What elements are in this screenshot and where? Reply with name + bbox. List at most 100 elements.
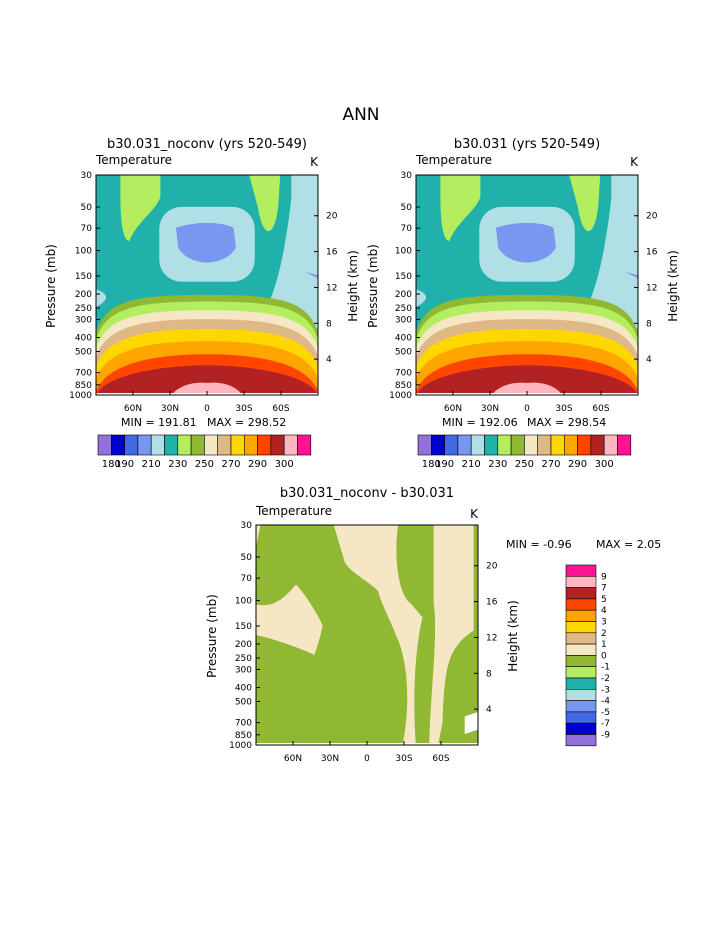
- colorbar-swatch: [565, 632, 597, 645]
- panel-subtitle: Temperature: [415, 153, 492, 167]
- y-tick-label: 70: [81, 224, 93, 234]
- contour-band: [175, 222, 236, 263]
- y-tick-label: 70: [241, 574, 253, 584]
- colorbar-swatch: [565, 666, 597, 679]
- y-tick-label: 70: [401, 224, 413, 234]
- x-tick-label: 60N: [124, 404, 142, 414]
- y-tick-label: 700: [75, 369, 92, 379]
- x-tick-label: 60N: [284, 754, 302, 764]
- y2-tick-label: 4: [646, 355, 652, 365]
- page-title: ANN: [342, 105, 379, 125]
- panel-units: K: [310, 155, 319, 169]
- y-tick-label: 400: [395, 334, 412, 344]
- panel-difference: b30.031_noconv - b30.031 Temperature K 3…: [205, 486, 661, 764]
- x-tick-label: 60S: [432, 754, 449, 764]
- colorbar-swatch: [470, 434, 485, 456]
- y2-tick-label: 12: [486, 633, 497, 643]
- colorbar-label: 0: [601, 651, 607, 661]
- colorbar-swatch: [590, 434, 605, 456]
- colorbar-swatch: [603, 434, 618, 456]
- colorbar-label: -7: [601, 719, 610, 729]
- y-tick-label: 30: [81, 171, 93, 181]
- contour-band: [495, 222, 556, 263]
- colorbar-swatch: [565, 700, 597, 713]
- y-tick-label: 100: [75, 247, 92, 257]
- y-axis-label: Pressure (mb): [44, 244, 58, 328]
- colorbar-swatch: [565, 734, 597, 747]
- colorbar-swatch: [497, 434, 512, 456]
- colorbar-swatch: [177, 434, 192, 456]
- colorbar-swatch: [111, 434, 125, 456]
- contour-band: [491, 382, 563, 395]
- colorbar-label: 4: [601, 606, 607, 616]
- y2-tick-label: 16: [486, 598, 498, 608]
- colorbar-swatch: [257, 434, 272, 456]
- y-tick-label: 100: [235, 597, 252, 607]
- colorbar-label: 5: [601, 595, 607, 605]
- y-tick-label: 500: [235, 698, 252, 708]
- colorbar-label: 190: [115, 459, 134, 470]
- colorbar-swatch: [230, 434, 245, 456]
- y-tick-label: 250: [395, 304, 412, 314]
- colorbar-swatch: [244, 434, 258, 456]
- colorbar-swatch: [270, 434, 285, 456]
- colorbar-swatch: [190, 434, 205, 456]
- panel-units: K: [630, 155, 639, 169]
- y-tick-label: 700: [395, 369, 412, 379]
- colorbar-label: 3: [601, 618, 607, 628]
- colorbar-swatch: [565, 688, 597, 701]
- colorbar-label: 2: [601, 629, 607, 639]
- panel-title: b30.031 (yrs 520-549): [454, 137, 600, 152]
- y2-tick-label: 4: [326, 355, 332, 365]
- colorbar-label: 300: [275, 459, 294, 470]
- colorbar-swatch: [164, 434, 179, 456]
- x-tick-label: 30S: [555, 404, 572, 414]
- y-tick-label: 1000: [389, 391, 412, 401]
- colorbar-swatch: [565, 711, 597, 724]
- contour-band: [569, 175, 601, 232]
- x-tick-label: 30N: [481, 404, 499, 414]
- colorbar-swatch: [417, 434, 432, 456]
- colorbar-swatch: [565, 609, 597, 622]
- y-tick-label: 700: [235, 719, 252, 729]
- y2-tick-label: 16: [326, 248, 338, 258]
- y2-tick-label: 8: [326, 319, 332, 329]
- colorbar-swatch: [577, 434, 592, 456]
- y-axis-label: Pressure (mb): [205, 594, 219, 678]
- contour-band: [304, 271, 318, 279]
- colorbar-swatch: [150, 434, 165, 456]
- x-tick-label: 30N: [321, 754, 339, 764]
- y2-axis-label: Height (km): [506, 600, 520, 671]
- colorbar-label: 270: [221, 459, 240, 470]
- y2-tick-label: 20: [326, 212, 338, 222]
- y2-tick-label: 8: [486, 669, 492, 679]
- panel-title: b30.031_noconv (yrs 520-549): [107, 137, 307, 152]
- colorbar-label: -9: [601, 731, 610, 741]
- x-tick-label: 30N: [161, 404, 179, 414]
- panel-noconv: b30.031_noconv (yrs 520-549) Temperature…: [44, 137, 360, 470]
- y2-tick-label: 12: [326, 283, 337, 293]
- colorbar-swatch: [217, 434, 232, 456]
- y-tick-label: 50: [401, 203, 413, 213]
- y-tick-label: 50: [241, 553, 253, 563]
- y-tick-label: 300: [395, 315, 412, 325]
- y-axis-label: Pressure (mb): [366, 244, 380, 328]
- colorbar-swatch: [537, 434, 552, 456]
- contour-band: [256, 584, 323, 656]
- contour-band: [171, 382, 243, 395]
- contour-band: [266, 175, 318, 329]
- min-label: MIN = -0.96: [506, 538, 572, 551]
- y-tick-label: 150: [75, 272, 92, 282]
- y2-tick-label: 8: [646, 319, 652, 329]
- contour-band: [120, 175, 161, 241]
- contour-band: [586, 175, 638, 329]
- colorbar-label: 9: [601, 572, 607, 582]
- x-tick-label: 0: [204, 404, 210, 414]
- y-tick-label: 200: [395, 290, 412, 300]
- y-tick-label: 200: [75, 290, 92, 300]
- y-tick-label: 100: [395, 247, 412, 257]
- y-tick-label: 30: [241, 521, 253, 531]
- colorbar-label: 210: [142, 459, 161, 470]
